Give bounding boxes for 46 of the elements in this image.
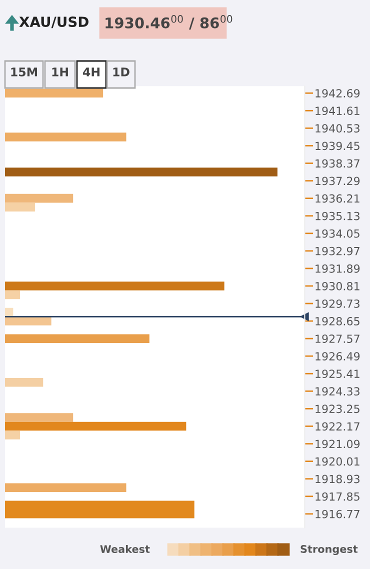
bar: [4, 132, 126, 142]
y-tick-label: 1920.01: [316, 457, 360, 466]
y-tick-label: 1924.33: [316, 387, 360, 396]
y-tick-label: 1940.53: [316, 124, 360, 133]
text: 15M: [11, 68, 37, 76]
bar: [4, 290, 20, 300]
y-tick-label: 1926.49: [316, 352, 360, 360]
bar: [4, 430, 20, 440]
y-tick-label: 1941.61: [316, 106, 360, 116]
y-tick-label: 1938.37: [316, 159, 360, 168]
y-tick-label: 1929.73: [316, 299, 360, 308]
y-tick-label: 1932.97: [316, 246, 360, 256]
y-tick-label: 1925.41: [316, 370, 360, 378]
y-tick-label: 1937.29: [316, 176, 360, 186]
y-tick-label: 1916.77: [316, 510, 360, 518]
y-tick-label: 1917.85: [316, 492, 360, 501]
bar: [4, 483, 126, 492]
text: 1D: [113, 68, 130, 76]
y-tick-label: 1931.89: [316, 264, 360, 273]
y-tick-label: 1928.65: [316, 317, 360, 326]
bar: [4, 168, 278, 176]
y-tick-label: 1939.45: [316, 142, 360, 150]
bar: [4, 378, 44, 387]
y-tick-label: 1921.09: [316, 440, 360, 448]
text: Strongest: [300, 545, 358, 556]
y-tick-label: 1923.25: [316, 404, 360, 414]
chart-subtitle: 1930.46$^{00}$ / 86$^{00}$: [106, 15, 232, 30]
y-tick-label: 1936.21: [316, 194, 360, 203]
y-tick-label: 1935.13: [316, 212, 360, 220]
bar: [4, 202, 35, 212]
text: 4H: [82, 68, 100, 76]
chart-title: XAU/USD: [19, 16, 88, 28]
bar: [4, 194, 74, 203]
y-tick-label: 1942.69: [316, 89, 360, 98]
text: Weakest: [100, 544, 150, 554]
bar: [4, 413, 74, 422]
y-tick-label: 1918.93: [316, 474, 360, 484]
bar: [4, 334, 150, 343]
y-tick-label: 1927.57: [316, 334, 360, 343]
bar: [4, 282, 224, 290]
text: 1H: [52, 68, 68, 76]
bar: [4, 422, 186, 431]
y-tick-label: 1934.05: [316, 229, 360, 238]
y-tick-label: 1930.81: [316, 282, 360, 290]
y-tick-label: 1922.17: [316, 422, 360, 431]
bar: [4, 88, 104, 98]
